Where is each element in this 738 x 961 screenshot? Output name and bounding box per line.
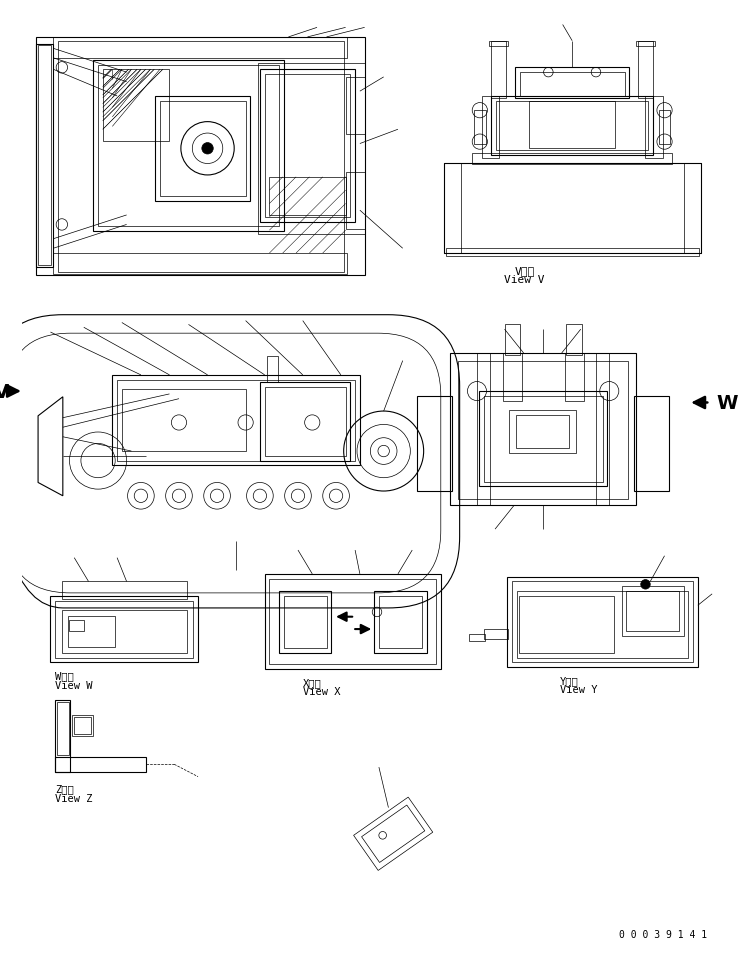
Bar (508, 578, 698, 668)
Bar (519, 596, 614, 653)
Bar (638, 41, 653, 99)
Bar (55, 701, 70, 772)
Bar (621, 586, 683, 636)
Bar (374, 591, 427, 653)
Bar (345, 173, 365, 230)
Bar (469, 634, 485, 642)
Bar (258, 63, 365, 234)
Bar (279, 591, 331, 653)
Bar (444, 163, 700, 254)
Text: 0 0 0 3 9 1 4 1: 0 0 0 3 9 1 4 1 (619, 929, 707, 939)
Bar (36, 44, 53, 268)
Bar (72, 715, 93, 736)
Bar (509, 410, 576, 454)
Bar (62, 581, 187, 599)
Text: View Z: View Z (55, 793, 93, 803)
Bar (483, 396, 603, 482)
Circle shape (641, 579, 650, 589)
Text: W　視: W 視 (55, 671, 74, 680)
Bar (446, 249, 699, 257)
Bar (482, 97, 499, 159)
Bar (477, 354, 490, 505)
Bar (659, 111, 670, 144)
Text: View Y: View Y (560, 684, 597, 695)
Text: Z　視: Z 視 (55, 783, 74, 794)
Bar (36, 37, 365, 276)
Bar (683, 163, 700, 254)
Bar (512, 581, 693, 663)
Text: View W: View W (55, 679, 93, 690)
Bar (345, 78, 365, 135)
Bar (53, 254, 347, 275)
Bar (55, 601, 193, 658)
Text: V　視: V 視 (514, 266, 535, 276)
Bar (122, 390, 246, 452)
Bar (492, 41, 506, 99)
Bar (520, 73, 624, 97)
Text: Y　視: Y 視 (560, 675, 579, 685)
Bar (260, 383, 351, 461)
Bar (269, 178, 345, 215)
Text: W: W (717, 394, 738, 412)
Bar (567, 325, 582, 356)
Bar (265, 575, 441, 670)
Bar (444, 163, 461, 254)
Bar (38, 46, 52, 266)
Bar (269, 579, 436, 665)
Bar (517, 591, 689, 658)
Bar (75, 717, 92, 734)
Bar (57, 702, 69, 755)
Bar (646, 97, 663, 159)
Bar (62, 610, 187, 653)
Bar (98, 65, 279, 227)
Bar (283, 596, 326, 649)
Bar (515, 68, 630, 99)
Bar (103, 70, 170, 141)
Bar (117, 381, 355, 461)
Bar (265, 388, 345, 456)
Bar (68, 616, 115, 648)
Bar (474, 111, 486, 144)
Bar (492, 97, 653, 156)
Bar (565, 354, 584, 401)
Bar (505, 325, 520, 356)
Bar (417, 396, 452, 491)
Bar (69, 620, 84, 631)
Bar (627, 591, 679, 631)
Bar (503, 354, 522, 401)
Bar (53, 37, 347, 59)
Text: View X: View X (303, 686, 340, 697)
Bar (260, 70, 355, 222)
Bar (55, 757, 145, 772)
Bar (265, 75, 351, 217)
Bar (596, 354, 610, 505)
Bar (636, 41, 655, 47)
Bar (489, 41, 508, 47)
Bar (112, 376, 360, 466)
Bar (472, 154, 672, 165)
Bar (50, 596, 198, 663)
Bar (155, 97, 250, 202)
Bar (496, 102, 649, 151)
Circle shape (201, 143, 213, 155)
Bar (483, 629, 508, 639)
Bar (634, 396, 669, 491)
Bar (266, 357, 278, 383)
Text: View V: View V (504, 275, 545, 284)
Bar (93, 61, 283, 232)
Bar (379, 596, 421, 649)
Bar (58, 41, 344, 273)
Bar (529, 102, 615, 149)
Bar (479, 392, 607, 487)
Text: V: V (0, 382, 10, 401)
Bar (160, 102, 246, 197)
Text: X　視: X 視 (303, 677, 322, 687)
Bar (458, 361, 628, 499)
Bar (516, 415, 569, 449)
Bar (450, 354, 636, 505)
